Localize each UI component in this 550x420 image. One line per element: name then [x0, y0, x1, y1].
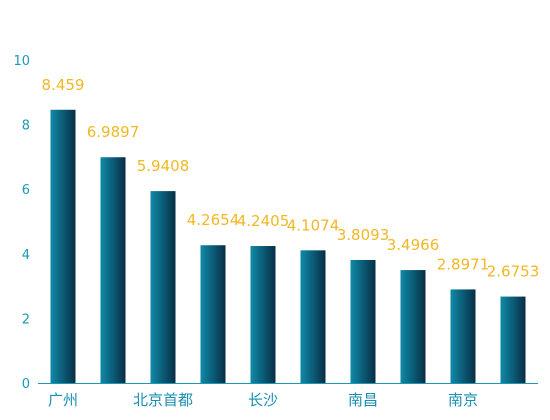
bar-value-label: 4.1074 — [287, 216, 340, 234]
bars — [50, 109, 526, 384]
bar — [150, 191, 176, 383]
x-tick-label: 北京首都 — [133, 391, 193, 409]
bar — [350, 259, 376, 383]
bar-value-label: 5.9408 — [137, 157, 190, 175]
bar — [450, 289, 476, 383]
bar — [400, 270, 426, 383]
x-tick-label: 南昌 — [348, 391, 378, 409]
y-tick-label: 4 — [22, 248, 30, 263]
bar-value-label: 2.8971 — [437, 255, 490, 273]
y-tick-label: 0 — [22, 377, 30, 392]
x-tick-label: 长沙 — [248, 391, 278, 409]
bar — [500, 296, 526, 383]
bar — [200, 245, 226, 383]
bar-value-label: 4.2654 — [187, 211, 240, 229]
y-axis: 0 2 4 6 8 10 — [13, 54, 30, 392]
y-tick-label: 10 — [13, 54, 30, 69]
x-tick-label: 广州 — [48, 391, 78, 409]
bar-value-label: 3.4966 — [387, 236, 440, 254]
bar-value-label: 8.459 — [42, 76, 85, 94]
y-tick-label: 8 — [22, 119, 30, 134]
bar — [50, 109, 76, 384]
x-axis-labels: 广州 北京首都 长沙 南昌 南京 — [48, 391, 478, 409]
y-tick-label: 6 — [22, 183, 30, 198]
y-tick-label: 2 — [22, 312, 30, 327]
bar — [100, 157, 126, 383]
bar — [300, 250, 326, 383]
bar — [250, 246, 276, 383]
value-labels: 8.459 6.9897 5.9408 4.26544.24054.10743.809… — [42, 76, 540, 281]
x-tick-label: 南京 — [448, 391, 478, 409]
bar-value-label: 6.9897 — [87, 123, 140, 141]
bar-value-label: 2.6753 — [487, 263, 540, 281]
bar-value-label: 3.8093 — [337, 226, 390, 244]
bar-value-label: 4.2405 — [237, 212, 290, 230]
